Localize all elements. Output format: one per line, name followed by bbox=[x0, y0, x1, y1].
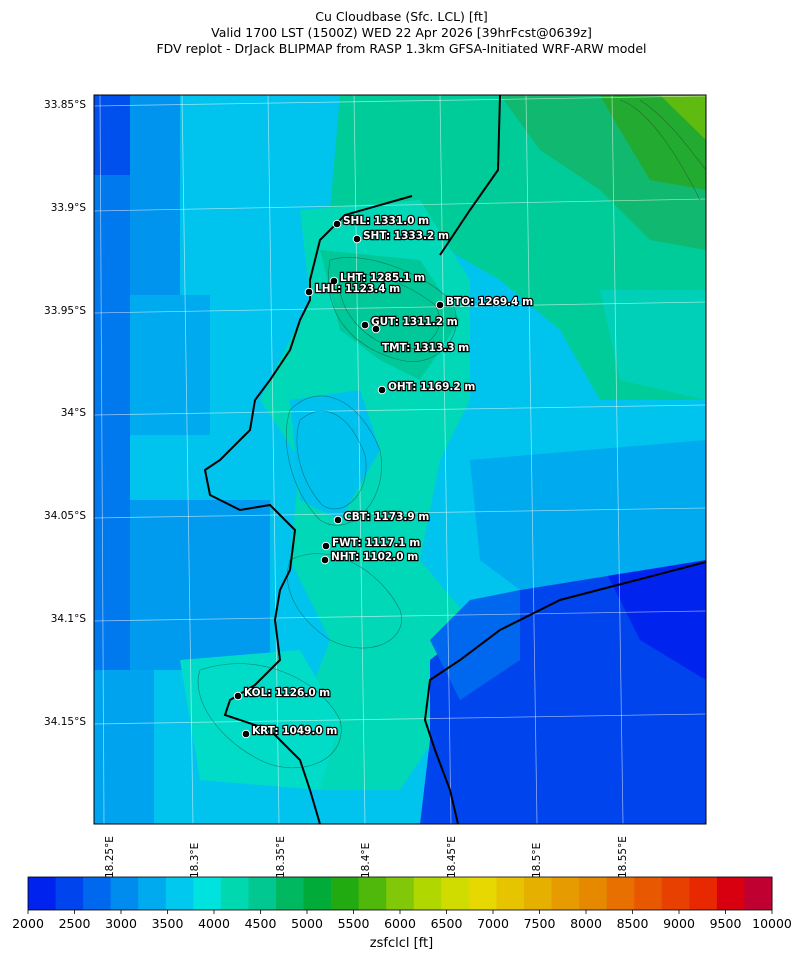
colorbar-swatch bbox=[744, 877, 773, 910]
coastline bbox=[203, 95, 706, 824]
station-marker bbox=[332, 219, 342, 229]
colorbar-swatch bbox=[386, 877, 415, 910]
colorbar-swatch bbox=[138, 877, 167, 910]
colorbar-swatch bbox=[441, 877, 470, 910]
colorbar-swatch bbox=[248, 877, 277, 910]
colorbar-swatch bbox=[689, 877, 718, 910]
colorbar-swatch bbox=[634, 877, 663, 910]
colorbar-swatch bbox=[55, 877, 84, 910]
lon-label: 18.55°E bbox=[617, 836, 629, 878]
colorbar-tick-label: 6500 bbox=[430, 916, 463, 931]
station-marker bbox=[233, 691, 243, 701]
lat-label: 34.05°S bbox=[44, 510, 86, 522]
lon-label: 18.5°E bbox=[531, 842, 543, 878]
lon-label: 18.3°E bbox=[189, 842, 201, 878]
station-label: LHL: 1123.4 m bbox=[315, 283, 400, 295]
station-label: KOL: 1126.0 m bbox=[244, 687, 330, 699]
colorbar-swatch bbox=[524, 877, 553, 910]
station-marker bbox=[333, 515, 343, 525]
lon-label: 18.45°E bbox=[446, 836, 458, 878]
station-label: BTO: 1269.4 m bbox=[446, 296, 533, 308]
station-label: FWT: 1117.1 m bbox=[332, 537, 420, 549]
colorbar-swatch bbox=[83, 877, 112, 910]
colorbar-swatch bbox=[606, 877, 635, 910]
station-marker bbox=[435, 300, 445, 310]
colorbar-swatch bbox=[468, 877, 497, 910]
lat-label: 33.9°S bbox=[50, 202, 86, 214]
colorbar-tick-label: 3500 bbox=[151, 916, 184, 931]
colorbar-swatch bbox=[28, 877, 57, 910]
colorbar-swatch bbox=[716, 877, 745, 910]
colorbar-tick-label: 7000 bbox=[477, 916, 509, 931]
station-marker bbox=[329, 276, 339, 286]
station-label: OHT: 1169.2 m bbox=[388, 381, 475, 393]
colorbar-swatch bbox=[496, 877, 525, 910]
station-marker bbox=[321, 541, 331, 551]
map-frame bbox=[93, 94, 707, 825]
chart-source: FDV replot - DrJack BLIPMAP from RASP 1.… bbox=[156, 41, 647, 56]
station-label: NHT: 1102.0 m bbox=[331, 551, 418, 563]
lat-label: 33.95°S bbox=[44, 305, 86, 317]
station-marker bbox=[377, 385, 387, 395]
station-label: GUT: 1311.2 m bbox=[371, 316, 458, 328]
colorbar-swatch bbox=[661, 877, 690, 910]
colorbar-tick-label: 5000 bbox=[291, 916, 323, 931]
lon-label: 18.4°E bbox=[360, 842, 372, 878]
colorbar-tick-label: 10000 bbox=[752, 916, 792, 931]
colorbar-swatch bbox=[110, 877, 139, 910]
colorbar-swatch bbox=[358, 877, 387, 910]
station-marker bbox=[360, 320, 370, 330]
colorbar-tick-label: 7500 bbox=[523, 916, 556, 931]
colorbar-swatch bbox=[579, 877, 608, 910]
colorbar-swatch bbox=[193, 877, 222, 910]
colorbar-tick-label: 4500 bbox=[244, 916, 277, 931]
colorbar-tick-label: 2000 bbox=[12, 916, 44, 931]
colorbar-label: zsfclcl [ft] bbox=[369, 936, 434, 951]
colorbar-swatch bbox=[220, 877, 249, 910]
colorbar-tick-label: 8000 bbox=[570, 916, 602, 931]
colorbar bbox=[27, 876, 773, 914]
station-label: SHL: 1331.0 m bbox=[343, 215, 429, 227]
colorbar-tick-label: 9000 bbox=[663, 916, 695, 931]
terrain-contours bbox=[197, 99, 706, 769]
colorbar-tick-label: 5500 bbox=[337, 916, 370, 931]
colorbar-tick-label: 3000 bbox=[105, 916, 137, 931]
lat-label: 34.1°S bbox=[50, 613, 86, 625]
cloudbase-field bbox=[94, 95, 706, 824]
lat-label: 33.85°S bbox=[44, 99, 86, 111]
lat-label: 34°S bbox=[60, 407, 86, 419]
lon-label: 18.25°E bbox=[104, 836, 116, 878]
station-marker bbox=[304, 287, 314, 297]
colorbar-tick-label: 9500 bbox=[709, 916, 742, 931]
station-marker bbox=[352, 234, 362, 244]
station-label: KRT: 1049.0 m bbox=[252, 725, 337, 737]
chart-title: Cu Cloudbase (Sfc. LCL) [ft] bbox=[315, 9, 488, 24]
colorbar-tick-label: 2500 bbox=[58, 916, 91, 931]
colorbar-swatch bbox=[276, 877, 305, 910]
colorbar-tick-label: 4000 bbox=[198, 916, 230, 931]
station-marker bbox=[241, 729, 251, 739]
stations-layer: SHL: 1331.0 m SHT: 1333.2 m LHT: 1285.1 mL… bbox=[233, 214, 534, 739]
station-label: CBT: 1173.9 m bbox=[344, 511, 429, 523]
colorbar-swatch bbox=[551, 877, 580, 910]
lon-label: 18.35°E bbox=[275, 836, 287, 878]
station-label: LHT: 1285.1 m bbox=[340, 272, 425, 284]
colorbar-swatch bbox=[165, 877, 194, 910]
colorbar-swatch bbox=[413, 877, 442, 910]
chart-subtitle: Valid 1700 LST (1500Z) WED 22 Apr 2026 [… bbox=[211, 25, 592, 40]
station-label: SHT: 1333.2 m bbox=[363, 230, 449, 242]
colorbar-swatch bbox=[303, 877, 332, 910]
station-label: TMT: 1313.3 m bbox=[382, 342, 469, 354]
colorbar-swatch bbox=[331, 877, 360, 910]
lat-label: 34.15°S bbox=[44, 716, 86, 728]
colorbar-tick-label: 6000 bbox=[384, 916, 416, 931]
station-marker bbox=[320, 555, 330, 565]
colorbar-tick-label: 8500 bbox=[616, 916, 649, 931]
station-marker bbox=[371, 324, 381, 334]
